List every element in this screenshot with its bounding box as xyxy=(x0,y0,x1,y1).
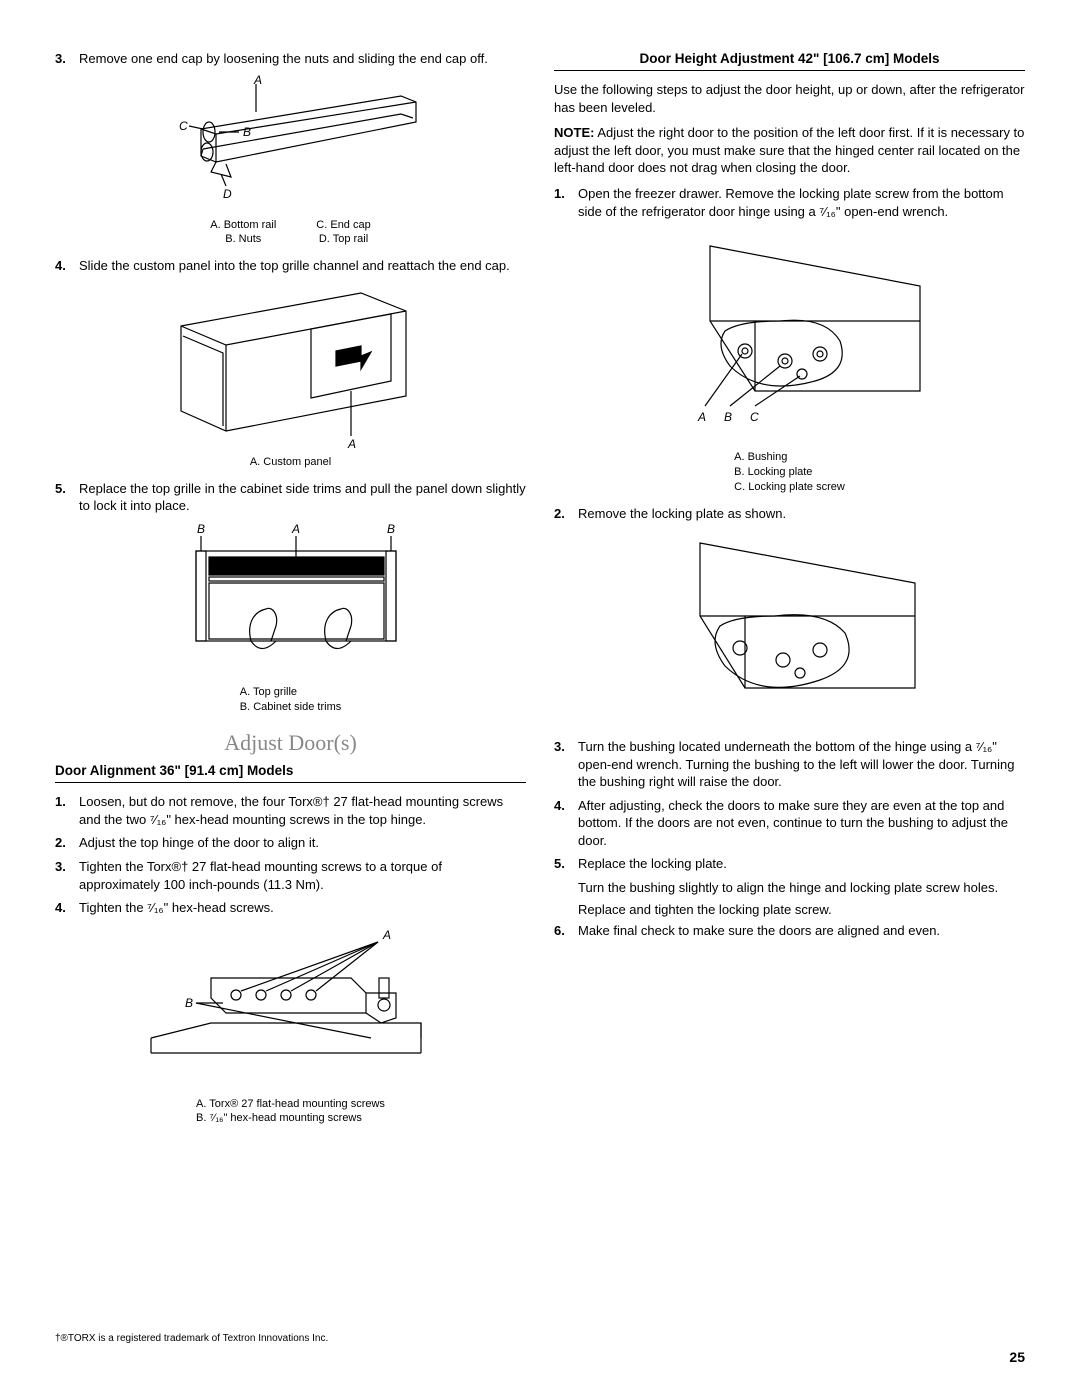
legend-b: B. ⁷⁄₁₆" hex-head mounting screws xyxy=(196,1111,385,1126)
step-num: 4. xyxy=(55,257,79,275)
legend-c: C. Locking plate screw xyxy=(734,480,845,495)
legend: A. Top grille B. Cabinet side trims xyxy=(240,685,341,715)
height-step-4: 4.After adjusting, check the doors to ma… xyxy=(554,797,1025,850)
legend-b: B. Nuts xyxy=(210,232,276,247)
figure-locking-plate: A B C A. Bushing B. Locking plate C. Loc… xyxy=(554,226,1025,495)
legend-a: A. Top grille xyxy=(240,685,341,700)
intro: Use the following steps to adjust the do… xyxy=(554,81,1025,116)
legend-a: A. Bushing xyxy=(734,450,845,465)
step-5: 5. Replace the top grille in the cabinet… xyxy=(55,480,526,515)
label-b1: B xyxy=(197,522,205,536)
step-num: 5. xyxy=(55,480,79,515)
step-text: Slide the custom panel into the top gril… xyxy=(79,257,526,275)
height-step-2: 2.Remove the locking plate as shown. xyxy=(554,505,1025,523)
legend-b: B. Cabinet side trims xyxy=(240,700,341,715)
label-c: C xyxy=(179,119,188,133)
sub-5b: Replace and tighten the locking plate sc… xyxy=(578,901,1025,919)
legend: A. Torx® 27 flat-head mounting screws B.… xyxy=(196,1097,385,1127)
legend: A. Bottom rail B. Nuts C. End cap D. Top… xyxy=(55,218,526,248)
label-b: B xyxy=(243,125,251,139)
step-4: 4. Slide the custom panel into the top g… xyxy=(55,257,526,275)
label-c: C xyxy=(750,410,759,424)
right-column: Door Height Adjustment 42" [106.7 cm] Mo… xyxy=(554,50,1025,1136)
figure-custom-panel: A A. Custom panel xyxy=(55,281,526,470)
legend-c: C. End cap xyxy=(316,218,370,233)
height-step-3: 3.Turn the bushing located underneath th… xyxy=(554,738,1025,791)
align-step-1: 1.Loosen, but do not remove, the four To… xyxy=(55,793,526,828)
legend: A. Bushing B. Locking plate C. Locking p… xyxy=(734,450,845,495)
align-step-2: 2.Adjust the top hinge of the door to al… xyxy=(55,834,526,852)
label-d: D xyxy=(223,187,232,201)
note: NOTE: Adjust the right door to the posit… xyxy=(554,124,1025,177)
footnote: †®TORX is a registered trademark of Text… xyxy=(55,1332,328,1346)
legend-d: D. Top rail xyxy=(316,232,370,247)
figure-remove-plate xyxy=(554,528,1025,728)
legend-b: B. Locking plate xyxy=(734,465,845,480)
step-3: 3. Remove one end cap by loosening the n… xyxy=(55,50,526,68)
figure-hinge: A B A. Torx® 27 flat-head mounting screw… xyxy=(55,923,526,1127)
label-a: A xyxy=(347,437,356,451)
height-step-6: 6.Make final check to make sure the door… xyxy=(554,922,1025,940)
sub-title-alignment: Door Alignment 36" [91.4 cm] Models xyxy=(55,762,526,783)
label-a: A xyxy=(253,74,262,87)
step-text: Replace the top grille in the cabinet si… xyxy=(79,480,526,515)
label-a: A xyxy=(291,522,300,536)
label-b2: B xyxy=(387,522,395,536)
height-step-1: 1.Open the freezer drawer. Remove the lo… xyxy=(554,185,1025,220)
label-a: A xyxy=(382,928,391,942)
note-text: Adjust the right door to the position of… xyxy=(554,125,1024,175)
sub-title-height: Door Height Adjustment 42" [106.7 cm] Mo… xyxy=(554,50,1025,71)
section-title: Adjust Door(s) xyxy=(55,728,526,758)
label-b: B xyxy=(185,996,193,1010)
left-column: 3. Remove one end cap by loosening the n… xyxy=(55,50,526,1136)
figure-end-cap: A C B D A. Bottom rail B. Nuts C. End ca… xyxy=(55,74,526,248)
note-label: NOTE: xyxy=(554,125,594,140)
height-step-5: 5.Replace the locking plate. xyxy=(554,855,1025,873)
sub-5a: Turn the bushing slightly to align the h… xyxy=(578,879,1025,897)
legend-a: A. Bottom rail xyxy=(210,218,276,233)
legend: A. Custom panel xyxy=(250,455,331,470)
step-num: 3. xyxy=(55,50,79,68)
label-a: A xyxy=(697,410,706,424)
align-step-4: 4.Tighten the ⁷⁄₁₆" hex-head screws. xyxy=(55,899,526,917)
figure-top-grille: B A B A. Top grille B. Cabinet side trim… xyxy=(55,521,526,715)
align-step-3: 3.Tighten the Torx®† 27 flat-head mounti… xyxy=(55,858,526,893)
legend-a: A. Torx® 27 flat-head mounting screws xyxy=(196,1097,385,1112)
page-number: 25 xyxy=(1009,1348,1025,1367)
step-text: Remove one end cap by loosening the nuts… xyxy=(79,50,526,68)
label-b: B xyxy=(724,410,732,424)
